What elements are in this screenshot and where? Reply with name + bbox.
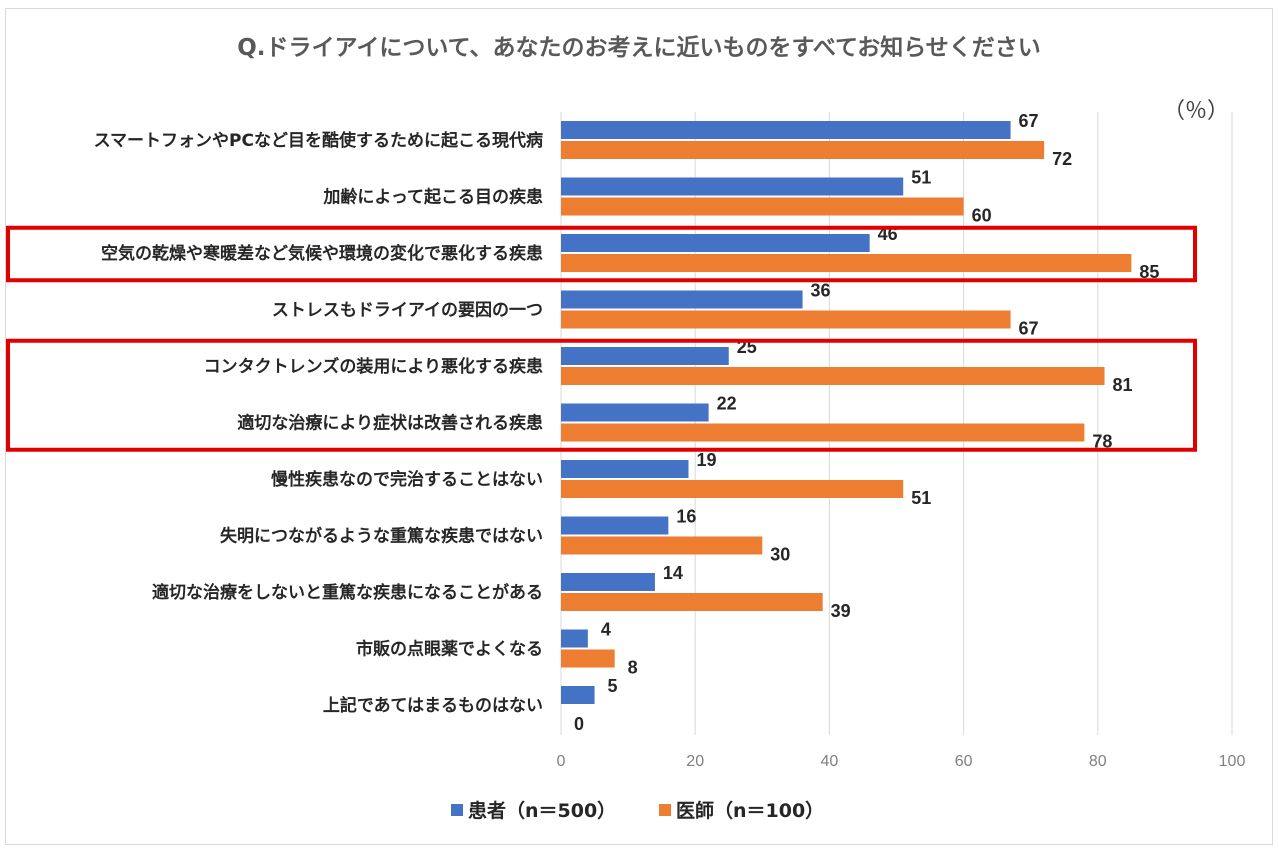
category-label: 加齢によって起こる目の疾患 <box>322 187 543 208</box>
bar-patient <box>561 121 1011 139</box>
bar-doctor <box>561 536 763 555</box>
legend: 患者（n＝500） 医師（n＝100） <box>451 799 824 822</box>
bar-doctor <box>561 254 1132 272</box>
category-label: 失明につながるような重篤な疾患ではない <box>220 526 543 547</box>
data-label-doctor: 51 <box>911 488 931 508</box>
bar-patient <box>561 347 729 365</box>
data-label-patient: 5 <box>608 676 618 696</box>
bar-patient <box>561 516 669 535</box>
bar-doctor <box>561 649 615 668</box>
category-label: コンタクトレンズの装用により悪化する疾患 <box>204 356 543 377</box>
data-label-doctor: 0 <box>574 714 584 734</box>
data-label-doctor: 67 <box>1019 319 1039 339</box>
x-tick-label: 100 <box>1219 753 1246 770</box>
bars <box>561 121 1132 704</box>
chart-title: Q.ドライアイについて、あなたのお考えに近いものをすべてお知らせください <box>237 34 1041 61</box>
category-label: 適切な治療により症状は改善される疾患 <box>237 413 543 434</box>
data-label-patient: 14 <box>663 563 683 583</box>
x-tick-label: 0 <box>557 753 566 770</box>
data-label-doctor: 81 <box>1112 375 1132 395</box>
bar-patient <box>561 686 595 704</box>
category-labels: スマートフォンやPCなど目を酷使するために起こる現代病加齢によって起こる目の疾患… <box>94 130 543 716</box>
x-tick-label: 80 <box>1089 753 1107 770</box>
chart-border <box>5 8 1273 845</box>
legend-label-doctor: 医師（n＝100） <box>676 799 824 822</box>
bar-patient <box>561 460 689 478</box>
category-label: スマートフォンやPCなど目を酷使するために起こる現代病 <box>94 130 543 151</box>
legend-label-patient: 患者（n＝500） <box>468 799 616 822</box>
bar-doctor <box>561 141 1045 159</box>
category-label: 慢性疾患なので完治することはない <box>271 469 543 490</box>
legend-swatch-doctor <box>659 804 671 816</box>
category-label: 空気の乾燥や寒暖差など気候や環境の変化で悪化する疾患 <box>101 243 543 264</box>
category-label: 上記であてはまるものはない <box>323 695 543 716</box>
data-label-doctor: 60 <box>972 206 992 226</box>
highlight-boxes <box>6 225 1197 452</box>
bar-doctor <box>561 367 1105 385</box>
data-label-patient: 19 <box>696 450 716 470</box>
data-label-patient: 51 <box>911 168 931 188</box>
data-label-doctor: 78 <box>1092 432 1112 452</box>
bar-patient <box>561 403 709 422</box>
bar-patient <box>561 290 803 309</box>
bar-doctor <box>561 197 964 216</box>
data-label-doctor: 85 <box>1139 262 1159 282</box>
bar-patient <box>561 234 870 252</box>
data-label-doctor: 8 <box>628 658 638 678</box>
bar-doctor <box>561 423 1085 442</box>
bar-doctor <box>561 310 1011 329</box>
data-label-patient: 36 <box>811 281 831 301</box>
category-label: 市販の点眼薬でよくなる <box>356 639 543 660</box>
bar-doctor <box>561 593 823 611</box>
category-label: 適切な治療をしないと重篤な疾患になることがある <box>152 582 543 603</box>
data-label-patient: 4 <box>601 620 611 640</box>
bar-patient <box>561 629 588 648</box>
data-label-doctor: 39 <box>831 601 851 621</box>
category-label: ストレスもドライアイの要因の一つ <box>272 301 543 321</box>
data-label-patient: 16 <box>676 507 696 527</box>
x-axis-tick-labels: 0 20 40 60 80 100 <box>557 753 1246 770</box>
x-tick-label: 20 <box>686 753 704 770</box>
x-tick-label: 40 <box>821 753 839 770</box>
legend-swatch-patient <box>451 804 463 816</box>
bar-doctor <box>561 480 904 498</box>
bar-patient <box>561 573 655 591</box>
data-label-doctor: 30 <box>770 545 790 565</box>
data-label-patient: 67 <box>1019 111 1039 131</box>
data-label-doctor: 72 <box>1052 149 1072 169</box>
bar-patient <box>561 177 904 196</box>
highlight-box <box>6 225 1197 283</box>
highlight-box <box>6 338 1197 452</box>
unit-label: （％） <box>1163 99 1229 124</box>
data-label-patient: 22 <box>717 394 737 414</box>
x-tick-label: 60 <box>955 753 973 770</box>
